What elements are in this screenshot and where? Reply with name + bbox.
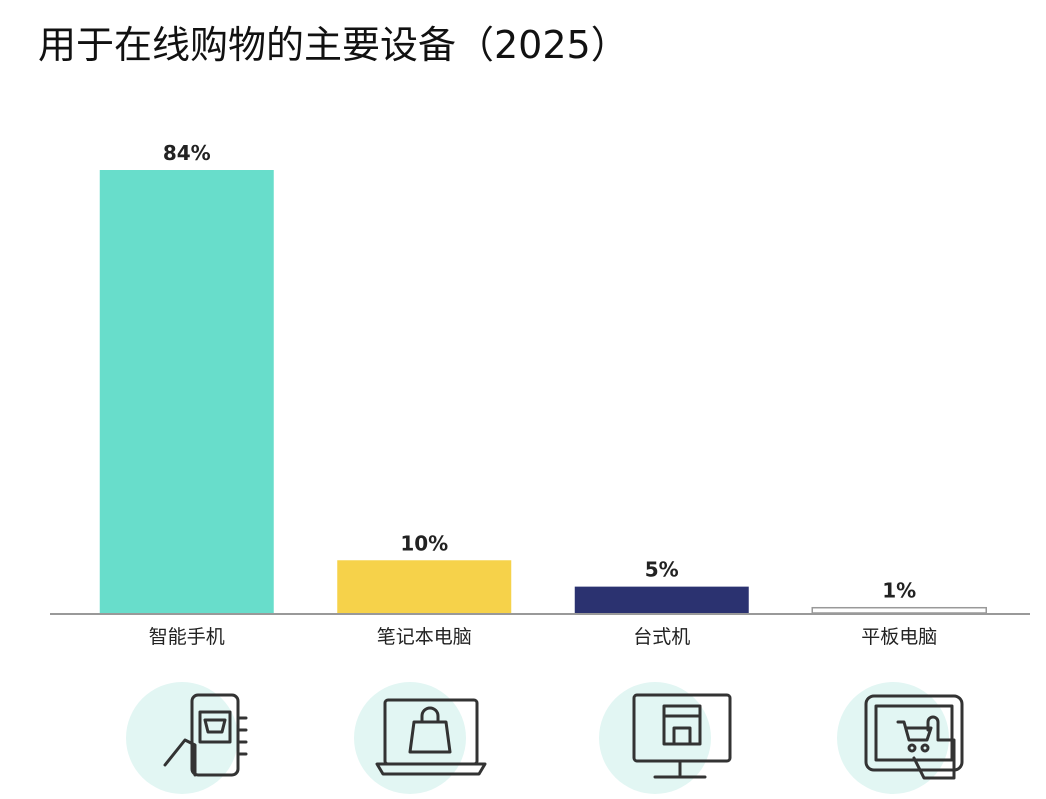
x-tick-label: 平板电脑 <box>861 626 937 648</box>
bar <box>99 170 274 613</box>
chart-title: 用于在线购物的主要设备（2025） <box>38 23 629 67</box>
icons <box>126 682 964 794</box>
bar <box>574 586 749 613</box>
value-label: 1% <box>882 579 916 603</box>
icon-bg <box>354 682 466 794</box>
value-label: 84% <box>163 141 211 165</box>
tablet-icon <box>864 694 964 780</box>
icon-bg <box>599 682 711 794</box>
x-tick-label: 笔记本电脑 <box>377 626 472 648</box>
x-tick-label: 智能手机 <box>149 626 225 648</box>
bar <box>337 560 512 613</box>
desktop-icon <box>632 693 732 779</box>
bar <box>811 606 987 614</box>
value-label: 5% <box>645 558 679 582</box>
laptop-icon <box>375 698 487 776</box>
x-tick-label: 台式机 <box>633 626 690 648</box>
value-label: 10% <box>400 531 448 555</box>
phone-icon <box>163 693 248 777</box>
icon-bg <box>126 682 238 794</box>
